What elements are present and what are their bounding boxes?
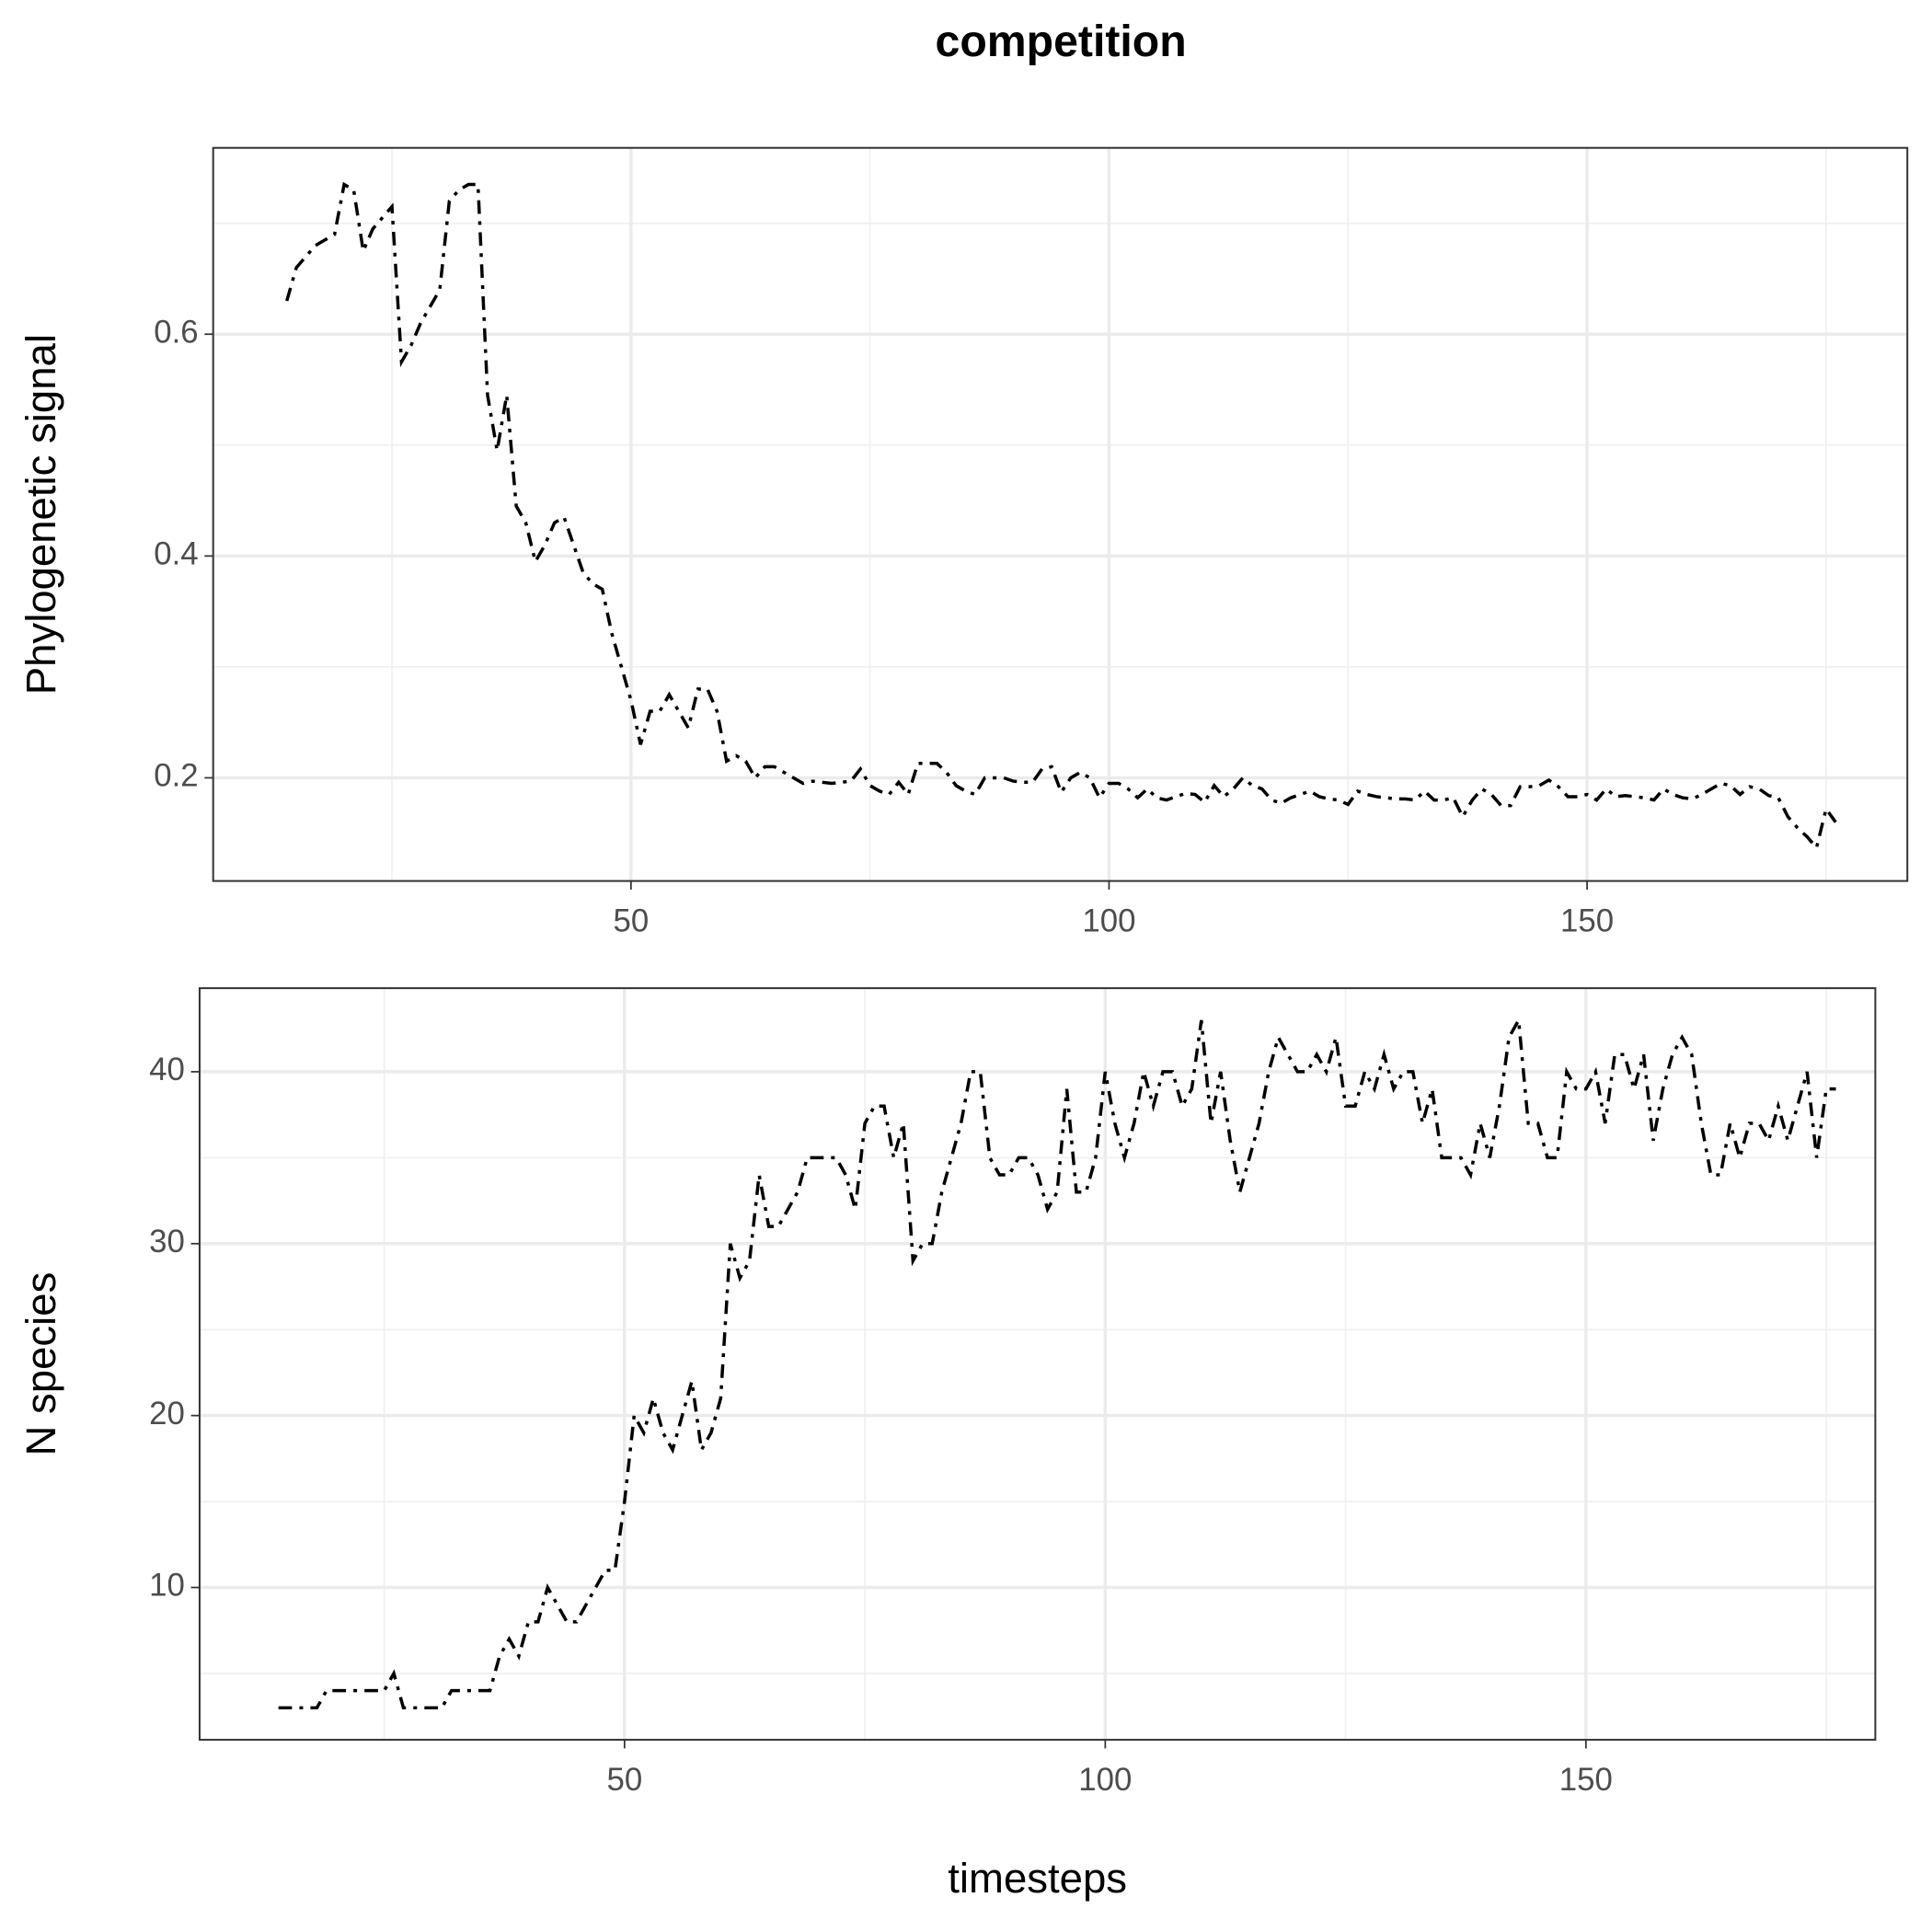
panel-border: [212, 146, 1909, 882]
x-tick-label: 150: [1560, 903, 1614, 938]
y-axis-title: Phylogenetic signal: [17, 334, 64, 695]
y-tick-label: 0.6: [154, 314, 198, 350]
x-axis-title: timesteps: [948, 1855, 1127, 1902]
x-tick-label: 50: [606, 1762, 642, 1798]
x-tick-label: 150: [1559, 1762, 1613, 1798]
x-tick-label: 100: [1078, 1762, 1132, 1798]
y-tick-label: 30: [149, 1224, 185, 1259]
panel-border: [198, 987, 1877, 1742]
y-tick-label: 0.4: [154, 536, 198, 572]
y-tick-label: 40: [149, 1052, 185, 1087]
y-tick-label: 10: [149, 1568, 185, 1604]
y-tick-label: 0.2: [154, 758, 198, 794]
x-tick-label: 50: [613, 903, 649, 938]
x-tick-label: 100: [1082, 903, 1135, 938]
y-tick-label: 20: [149, 1396, 185, 1432]
y-axis-title: N species: [17, 1272, 64, 1456]
data-line: [278, 1015, 1836, 1710]
chart-title: competition: [936, 17, 1187, 66]
